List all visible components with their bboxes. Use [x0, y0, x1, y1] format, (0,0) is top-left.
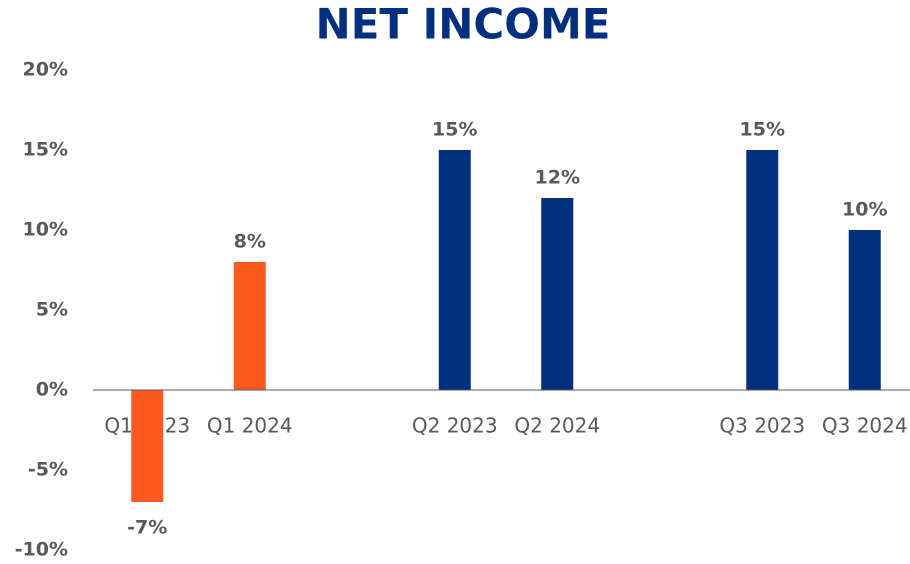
- data-label: 12%: [535, 167, 580, 189]
- chart-title: NET INCOME: [316, 0, 611, 49]
- data-label: 15%: [432, 119, 477, 141]
- x-tick-label: Q3 2024: [822, 414, 908, 438]
- y-tick-label: 5%: [36, 299, 68, 321]
- y-tick-label: -5%: [28, 459, 68, 481]
- bar: [541, 198, 574, 390]
- data-label: 10%: [842, 199, 887, 221]
- y-tick-label: 15%: [23, 139, 68, 161]
- y-tick-label: 10%: [23, 219, 68, 241]
- x-tick-label: Q2 2024: [514, 414, 600, 438]
- x-tick-label: Q2 2023: [412, 414, 498, 438]
- bar: [746, 150, 779, 390]
- y-tick-label: 0%: [36, 379, 68, 401]
- data-label: -7%: [127, 517, 167, 539]
- bar: [131, 390, 164, 502]
- data-label: 15%: [740, 119, 785, 141]
- y-tick-label: 20%: [23, 59, 68, 81]
- bar: [233, 262, 266, 390]
- data-label: 8%: [234, 231, 266, 253]
- x-tick-label: Q3 2023: [719, 414, 805, 438]
- x-tick-label: Q1 2024: [207, 414, 293, 438]
- bar: [848, 230, 881, 390]
- y-tick-label: -10%: [15, 539, 68, 561]
- bar: [438, 150, 471, 390]
